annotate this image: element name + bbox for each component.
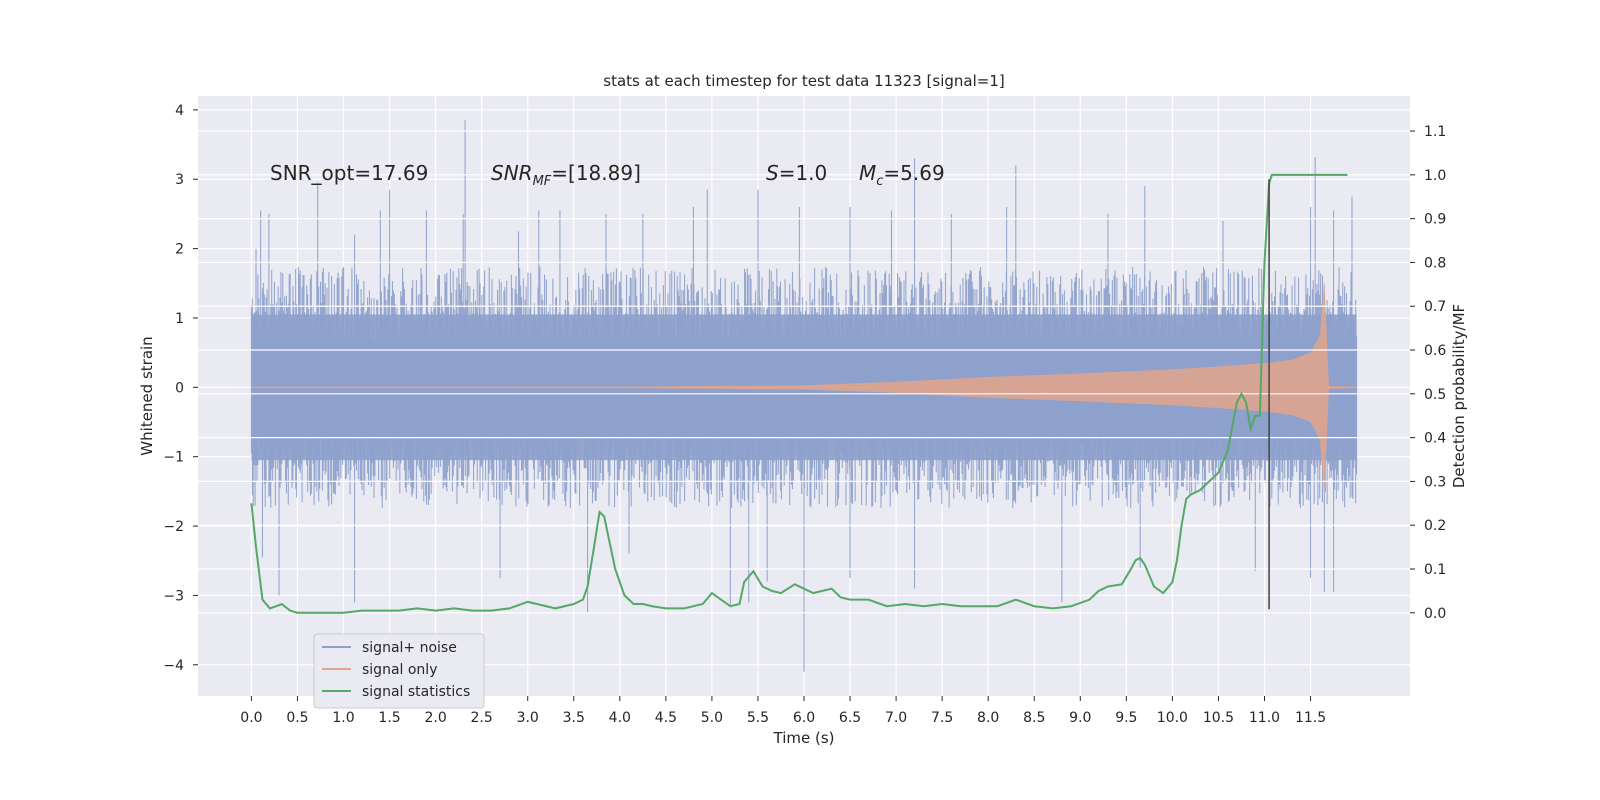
y-tick-label-right: 0.0 [1424,606,1446,622]
statistics-line [250,173,1348,614]
x-tick-label: 2.0 [424,710,446,726]
x-tick-label: 11.0 [1249,710,1280,726]
y-tick-label-left: 1 [175,311,184,327]
legend-label-noise: signal+ noise [362,640,457,656]
y-tick-label-right: 1.1 [1424,124,1446,140]
x-tick-label: 4.0 [609,710,631,726]
annotation-mc: Mc=5.69 [859,161,945,189]
x-tick-label: 2.5 [471,710,493,726]
x-tick-label: 3.0 [517,710,539,726]
x-tick-label: 3.5 [563,710,585,726]
y-tick-label-right: 0.7 [1424,299,1446,315]
x-tick-label: 7.5 [931,710,953,726]
legend-box [313,633,485,709]
y-tick-label-right: 0.5 [1424,387,1446,403]
y-tick-label-right: 0.4 [1424,431,1446,447]
y-tick-label-left: −3 [163,588,184,604]
x-tick-label: 0.5 [286,710,308,726]
y-tick-label-right: 0.8 [1424,255,1446,271]
x-tick-label: 6.0 [793,710,815,726]
x-tick-label: 8.5 [1023,710,1045,726]
x-tick-label: 1.5 [378,710,400,726]
y-tick-label-left: −1 [163,450,184,466]
y-axis-label-right: Detection probability/MF [1450,304,1468,488]
y-axis-label-left: Whitened strain [138,336,156,455]
y-tick-label-left: 3 [175,172,184,188]
y-tick-label-right: 0.3 [1424,474,1446,490]
x-tick-label: 5.5 [747,710,769,726]
annotation-snr-opt: SNR_opt=17.69 [270,161,428,185]
y-tick-label-left: −4 [163,658,184,674]
x-tick-label: 5.0 [701,710,723,726]
signal-only-series [251,279,1357,495]
x-tick-label: 6.5 [839,710,861,726]
legend: signal+ noise signal only signal statist… [313,633,485,709]
x-tick-label: 11.5 [1295,710,1326,726]
x-tick-label: 7.0 [885,710,907,726]
annotation-snr-mf: SNRMF=[18.89] [491,161,641,189]
y-tick-label-right: 0.6 [1424,343,1446,359]
y-tick-label-left: −2 [163,519,184,535]
y-tick-label-right: 0.9 [1424,212,1446,228]
x-tick-label: 10.0 [1157,710,1188,726]
axis-ticks: 0.0 0.5 1.0 1.5 2.0 2.5 3.0 3.5 4.0 4.5 5.0 5.5 6.0 6… [163,103,1446,726]
x-tick-label: 9.0 [1069,710,1091,726]
y-tick-label-right: 1.0 [1424,168,1446,184]
y-tick-label-right: 0.1 [1424,562,1446,578]
chart-title: stats at each timestep for test data 113… [603,72,1004,90]
y-tick-label-left: 4 [175,103,184,119]
y-tick-label-left: 0 [175,380,184,396]
x-tick-label: 1.0 [332,710,354,726]
legend-label-stats: signal statistics [362,684,470,700]
legend-label-signal: signal only [362,662,437,678]
x-tick-label: 9.5 [1115,710,1137,726]
annotation-s: S=1.0 [766,161,827,185]
x-axis-label: Time (s) [773,729,835,747]
x-tick-label: 8.0 [977,710,999,726]
y-tick-label-right: 0.2 [1424,518,1446,534]
x-tick-label: 10.5 [1203,710,1234,726]
signal-statistics-series [250,173,1348,614]
y-tick-label-left: 2 [175,242,184,258]
x-tick-label: 4.5 [655,710,677,726]
x-tick-label: 0.0 [240,710,262,726]
